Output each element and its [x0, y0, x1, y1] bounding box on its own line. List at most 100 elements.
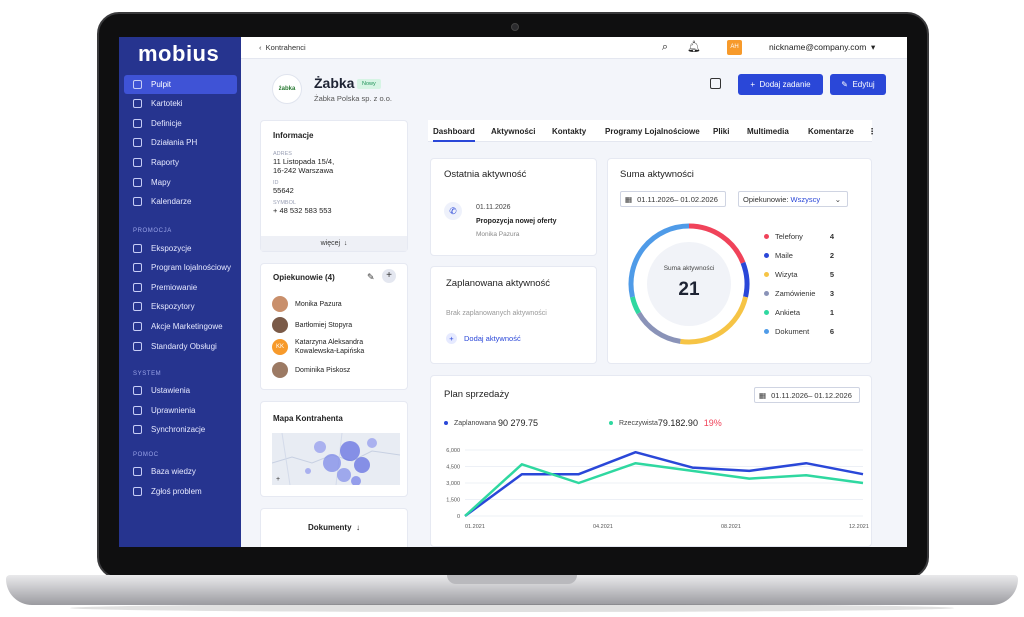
tab-aktywnosci[interactable]: Aktywności [491, 127, 536, 136]
map-view[interactable]: + [272, 433, 400, 485]
legend-item: Ankieta 1 [764, 308, 834, 317]
tab-kontakty[interactable]: Kontakty [552, 127, 587, 136]
breadcrumb[interactable]: ‹ Kontrahenci [259, 43, 306, 52]
edit-icon[interactable]: ✎ [367, 272, 375, 282]
documents-card[interactable]: Dokumenty ↓ [260, 508, 408, 547]
sidebar-item-program[interactable]: Program lojalnościowy [124, 258, 237, 277]
sales-plan-card: Plan sprzedaży ▦ 01.11.2026– 01.12.2026 Z… [430, 375, 872, 547]
series-line-0 [464, 450, 864, 518]
add-activity-label: Dodaj aktywność [464, 334, 521, 343]
caretaker-filter[interactable]: Opiekunowie: Wszyscy ⌄ [738, 191, 848, 207]
x-tick-label: 08.2021 [721, 524, 741, 530]
y-tick-label: 1,500 [446, 498, 460, 504]
info-card: Informacje ADRES 11 Listopada 15/4, 16-2… [260, 120, 408, 252]
add-task-button[interactable]: + Dodaj zadanie [738, 74, 823, 95]
svg-text:+: + [276, 476, 280, 483]
activity-person: Monika Pazura [476, 231, 520, 238]
sidebar-item-kartoteki[interactable]: Kartoteki [124, 94, 237, 113]
tab-dashboard[interactable]: Dashboard [433, 127, 475, 142]
planned-empty: Brak zaplanowanych aktywności [446, 310, 547, 317]
avatar[interactable]: AH [727, 40, 742, 55]
series-line-1 [464, 461, 864, 517]
sidebar-item-mapy[interactable]: Mapy [124, 173, 237, 192]
caretaker-row[interactable]: Dominika Piskosz [272, 362, 350, 378]
caretaker-row[interactable]: Bartłomiej Stopyra [272, 317, 352, 333]
edit-button[interactable]: ✎ Edytuj [830, 74, 886, 95]
sales-line-chart: 6,000 4,500 3,000 1,500 0 01.2021 04.2021 08.20… [446, 448, 869, 530]
caretaker-row[interactable]: Monika Pazura [272, 296, 342, 312]
more-label: więcej [320, 240, 341, 247]
sidebar-item-zglos[interactable]: Zgłoś problem [124, 482, 237, 501]
add-activity-button[interactable]: + Dodaj aktywność [446, 333, 521, 344]
activity-sum-title: Suma aktywności [620, 169, 694, 180]
activity-name[interactable]: Propozycja nowej oferty [476, 218, 557, 225]
sidebar-item-label: Kalendarze [151, 197, 192, 206]
legend-item: Dokument 6 [764, 327, 834, 336]
home-icon [133, 80, 142, 89]
sidebar-item-premiowanie[interactable]: Premiowanie [124, 278, 237, 297]
sidebar-item-label: Ekspozycje [151, 244, 192, 253]
x-tick-label: 01.2021 [465, 524, 485, 530]
sidebar-item-kalendarze[interactable]: Kalendarze [124, 192, 237, 211]
sidebar-item-definicje[interactable]: Definicje [124, 114, 237, 133]
caretaker-name: Bartłomiej Stopyra [295, 321, 353, 329]
more-button[interactable]: więcej ↓ [261, 236, 407, 251]
caretaker-row[interactable]: KK Katarzyna Aleksandra Kowalewska-Łapińsk… [272, 338, 364, 356]
y-tick-label: 0 [457, 514, 460, 520]
donut-center-label: Suma aktywności [663, 265, 715, 272]
date-range-picker[interactable]: ▦ 01.11.2026– 01.02.2026 [620, 191, 726, 207]
sidebar-section-promo: PROMOCJA [133, 228, 172, 234]
folder-icon [133, 99, 142, 108]
sidebar-item-dzialania[interactable]: Działania PH [124, 133, 237, 152]
user-email: nickname@company.com [769, 42, 867, 52]
app-logo[interactable]: mobius [138, 41, 220, 66]
sidebar-section-system: SYSTEM [133, 371, 162, 377]
sidebar-item-ekspozytory[interactable]: Ekspozytory [124, 297, 237, 316]
tab-programy[interactable]: Programy Lojalnościowe [605, 127, 700, 136]
activity-sum-card: Suma aktywności ▦ 01.11.2026– 01.02.2026 … [607, 158, 872, 364]
bell-icon[interactable]: 🔔︎ [687, 41, 701, 53]
legend-count: 3 [829, 289, 834, 298]
y-tick-label: 6,000 [446, 448, 460, 454]
address-line2: 16-242 Warszawa [273, 166, 334, 175]
sidebar-item-uprawnienia[interactable]: Uprawnienia [124, 401, 237, 420]
document-icon [133, 119, 142, 128]
sidebar-item-baza[interactable]: Baza wiedzy [124, 462, 237, 481]
tab-komentarze[interactable]: Komentarze [808, 127, 854, 136]
sales-date-range-picker[interactable]: ▦ 01.11.2026– 01.12.2026 [754, 387, 860, 403]
page-header: żabka Żabka Nowy Żabka Polska sp. z o.o.… [241, 59, 907, 117]
legend-dot [764, 291, 769, 296]
sidebar-section-help: POMOC [133, 452, 159, 458]
sidebar-item-label: Baza wiedzy [151, 467, 196, 476]
user-menu[interactable]: nickname@company.com ▾ [769, 42, 876, 52]
legend-label: Ankieta [775, 308, 801, 317]
tab-multimedia[interactable]: Multimedia [747, 127, 789, 136]
sidebar-item-ekspozycje[interactable]: Ekspozycje [124, 239, 237, 258]
folder-icon [133, 342, 142, 351]
sidebar-item-synchronizacje[interactable]: Synchronizacje [124, 420, 237, 439]
add-caretaker-button[interactable]: + [382, 269, 396, 283]
legend-dot [764, 329, 769, 334]
more-tabs-icon[interactable]: ⋮ [868, 127, 876, 136]
caretaker-name: Dominika Piskosz [295, 366, 351, 374]
sidebar-item-akcje[interactable]: Akcje Marketingowe [124, 317, 237, 336]
sync-icon [133, 425, 142, 434]
plus-icon: + [446, 333, 457, 344]
sidebar-item-label: Standardy Obsługi [151, 342, 217, 351]
info-title: Informacje [273, 131, 314, 140]
sidebar-item-raporty[interactable]: Raporty [124, 153, 237, 172]
tab-pliki[interactable]: Pliki [713, 127, 730, 136]
calendar-icon[interactable] [710, 78, 721, 89]
legend-dot [444, 421, 448, 425]
sidebar-item-ustawienia[interactable]: Ustawienia [124, 381, 237, 400]
legend-dot [764, 234, 769, 239]
planned-value: 90 279.75 [497, 418, 539, 428]
last-activity-title: Ostatnia aktywność [444, 169, 527, 180]
sidebar-item-pulpit[interactable]: Pulpit [124, 75, 237, 94]
legend-item: Telefony 4 [764, 232, 834, 241]
legend-label: Wizyta [775, 270, 798, 279]
sidebar-item-standardy[interactable]: Standardy Obsługi [124, 337, 237, 356]
address-label: ADRES [273, 151, 292, 157]
legend-label: Maile [775, 251, 793, 260]
search-icon[interactable]: ⌕ [661, 41, 669, 53]
